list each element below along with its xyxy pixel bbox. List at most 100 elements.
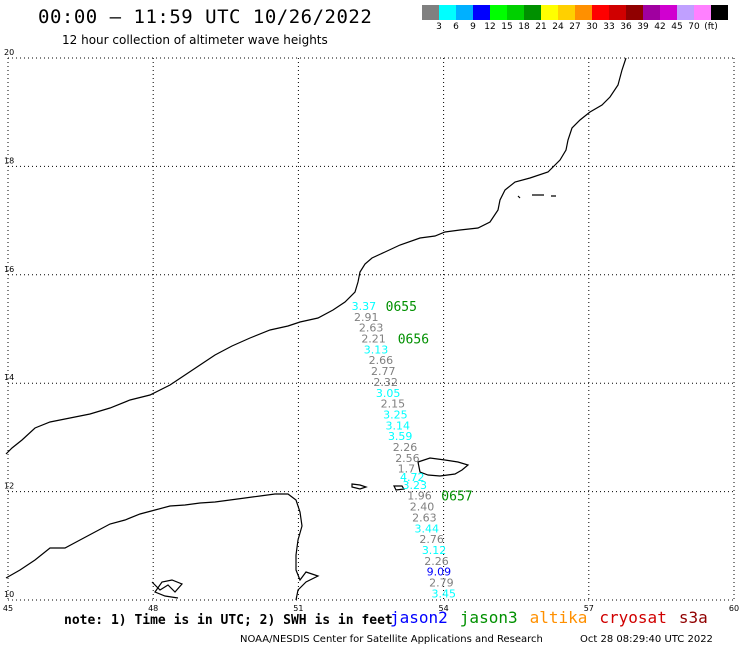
satellite-legend: jason2 jason3 altika cryosat s3a	[390, 608, 720, 627]
swh-value-label: 4.72	[400, 471, 425, 484]
legend-item-jason2: jason2	[390, 608, 448, 627]
lon-tick-label: 57	[584, 604, 594, 613]
swh-value-label: 2.26	[424, 555, 449, 568]
color-scale-label: 12	[484, 22, 496, 32]
swh-value-label: 3.25	[383, 408, 408, 421]
color-swatch	[575, 5, 592, 20]
color-scale-label: 6	[453, 22, 459, 32]
color-scale-label: 18	[518, 22, 530, 32]
swh-value-label: 3.23	[402, 479, 427, 492]
swh-value-label: 2.56	[395, 452, 420, 465]
reef-islands	[151, 579, 184, 599]
lon-tick-label: 54	[439, 604, 449, 613]
small-island	[351, 483, 368, 490]
swh-value-label: 3.44	[415, 522, 440, 535]
swh-observations: 3.372.912.632.213.132.662.772.323.052.15…	[352, 300, 456, 600]
lon-tick-label: 45	[3, 604, 13, 613]
swh-value-label: 3.05	[376, 387, 401, 400]
swh-value-label: 1.96	[407, 490, 432, 503]
color-swatch	[643, 5, 660, 20]
socotra-island	[417, 457, 470, 477]
swh-value-label: 3.13	[364, 343, 389, 356]
color-scale-label: (ft)	[704, 22, 718, 32]
swh-value-label: 2.79	[429, 576, 454, 589]
kuria-muria-islands	[517, 194, 556, 199]
african-coastline	[5, 493, 320, 601]
coastline	[5, 57, 627, 601]
swh-value-label: 3.14	[386, 419, 411, 432]
color-swatch	[592, 5, 609, 20]
color-swatch	[541, 5, 558, 20]
page-title: 00:00 – 11:59 UTC 10/26/2022	[38, 6, 373, 28]
page-subtitle: 12 hour collection of altimeter wave hei…	[62, 33, 328, 47]
lat-tick-label: 10	[4, 590, 14, 599]
lat-tick-label: 14	[4, 373, 14, 382]
pass-time-label: 0656	[398, 332, 429, 347]
color-scale-label: 30	[586, 22, 598, 32]
color-scale-labels: 3 6 9 12 15 18 21 24 27 30 33 36 39 42 45 70 (ft)	[422, 22, 740, 34]
swh-value-label: 2.66	[369, 354, 394, 367]
color-swatch	[694, 5, 711, 20]
color-scale-label: 45	[671, 22, 683, 32]
legend-item-altika: altika	[529, 608, 588, 627]
swh-value-label: 3.37	[352, 300, 377, 313]
color-swatch	[609, 5, 626, 20]
lon-tick-label: 60	[729, 604, 739, 613]
swh-value-label: 2.91	[354, 311, 379, 324]
color-swatch	[507, 5, 524, 20]
color-swatch	[626, 5, 643, 20]
swh-value-label: 2.40	[410, 501, 435, 514]
color-scale-label: 24	[552, 22, 564, 32]
swh-value-label: 2.63	[359, 322, 384, 335]
swh-value-label: 2.76	[419, 533, 444, 546]
swh-value-label: 3.45	[432, 587, 457, 600]
lat-tick-label: 16	[4, 265, 14, 274]
credit-line: NOAA/NESDIS Center for Satellite Applica…	[240, 634, 543, 645]
swh-value-label: 3.59	[388, 430, 413, 443]
swh-value-label: 3.12	[422, 544, 447, 557]
color-scale-label: 3	[436, 22, 442, 32]
swh-value-label: 9.09	[427, 566, 452, 579]
lat-lon-grid	[7, 57, 735, 601]
color-scale-label: 9	[470, 22, 476, 32]
swh-value-label: 2.32	[373, 376, 398, 389]
color-scale-label: 33	[603, 22, 615, 32]
color-swatch	[711, 5, 728, 20]
pass-times: 0655 0656 0657	[386, 300, 473, 505]
color-swatch	[490, 5, 507, 20]
color-swatch	[439, 5, 456, 20]
lat-tick-label: 12	[4, 482, 14, 491]
swh-value-label: 2.21	[361, 333, 386, 346]
legend-item-cryosat: cryosat	[599, 608, 667, 627]
lat-tick-label: 18	[4, 156, 14, 165]
small-island	[393, 485, 406, 491]
color-scale-label: 21	[535, 22, 547, 32]
color-swatch	[524, 5, 541, 20]
color-swatch	[456, 5, 473, 20]
axis-labels: 45 48 51 54 57 60 20 18 16 14 12 10	[3, 48, 739, 613]
legend-item-s3a: s3a	[678, 608, 708, 627]
color-swatch	[660, 5, 677, 20]
swh-value-label: 2.26	[393, 441, 418, 454]
color-swatch	[677, 5, 694, 20]
lon-tick-label: 48	[148, 604, 158, 613]
swh-value-label: 1.7	[398, 463, 416, 476]
lat-tick-label: 20	[4, 48, 14, 57]
pass-time-label: 0657	[441, 490, 472, 505]
color-swatch	[558, 5, 575, 20]
swh-value-label: 2.77	[371, 365, 396, 378]
lon-tick-label: 51	[293, 604, 303, 613]
legend-item-jason3: jason3	[459, 608, 518, 627]
color-scale-label: 70	[688, 22, 700, 32]
swh-value-label: 2.15	[381, 398, 406, 411]
color-scale-label: 42	[654, 22, 666, 32]
color-swatch	[422, 5, 439, 20]
color-scale-label: 36	[620, 22, 632, 32]
color-swatch	[473, 5, 490, 20]
units-note: note: 1) Time is in UTC; 2) SWH is in fe…	[64, 613, 393, 628]
arabian-coastline	[5, 57, 627, 455]
generated-time: Oct 28 08:29:40 UTC 2022	[580, 634, 713, 645]
color-scale-label: 39	[637, 22, 649, 32]
color-scale-bar	[422, 5, 728, 20]
pass-time-label: 0655	[386, 300, 417, 315]
